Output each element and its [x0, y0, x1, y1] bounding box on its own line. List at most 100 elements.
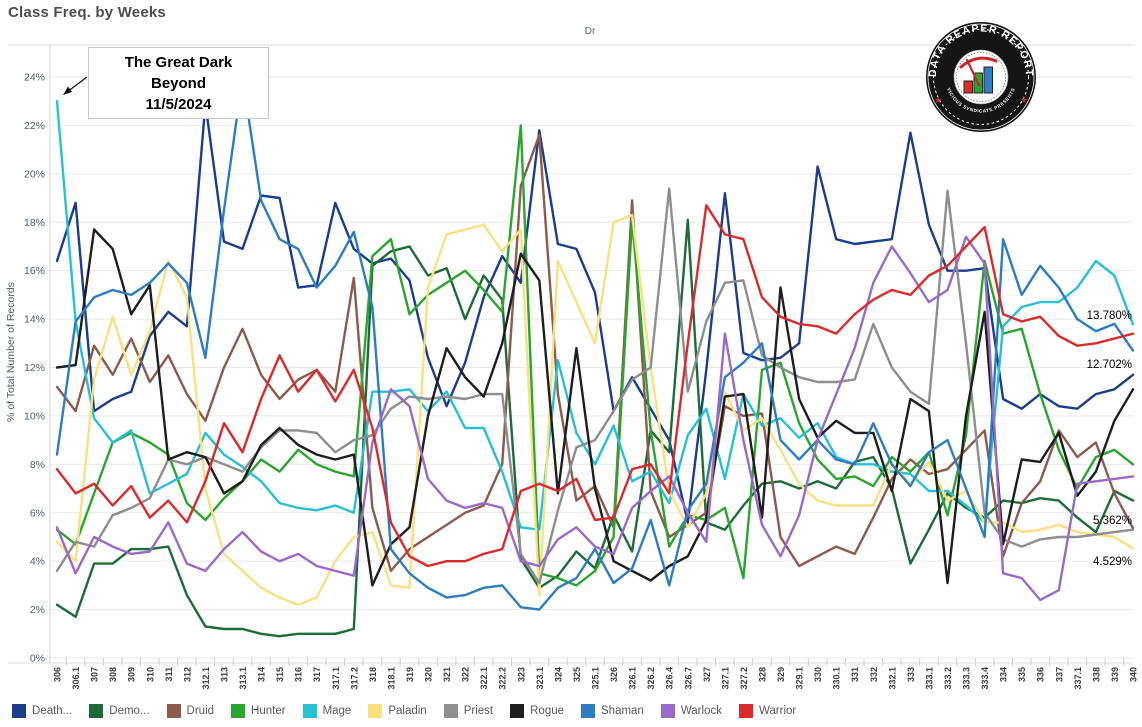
legend-item-death-knight[interactable]: Death...: [12, 704, 72, 718]
end-value-label: 13.780%: [1087, 310, 1132, 322]
series-line-demon-hunter: [55, 218, 1135, 638]
legend-item-hunter[interactable]: Hunter: [231, 704, 286, 718]
x-tick-label: 335: [1017, 667, 1027, 682]
x-tick-label: 325: [572, 667, 582, 682]
series-line-mage: [55, 99, 1135, 531]
annotation-line-3: 11/5/2024: [145, 95, 212, 113]
x-tick-label: 332: [869, 667, 879, 682]
series-line-shaman: [55, 75, 1135, 611]
y-tick-label: 22%: [24, 120, 45, 132]
legend-swatch-icon: [89, 704, 104, 718]
x-tick-label: 313.1: [238, 667, 248, 690]
y-tick-label: 4%: [30, 556, 45, 568]
legend-item-rogue[interactable]: Rogue: [510, 704, 564, 718]
x-tick-label: 320: [424, 667, 434, 682]
x-tick-label: 332.1: [887, 667, 897, 690]
x-tick-label: 325.1: [591, 667, 601, 690]
x-tick-label: 337.1: [1073, 667, 1083, 690]
x-tick-label: 322.2: [498, 667, 508, 690]
x-tick-label: 326.2: [646, 667, 656, 690]
line-chart[interactable]: 0% 2% 4% 6% 8% 10% 12% 14% 16% 18% 20% 22% 24% % of T…: [0, 0, 1142, 700]
x-tick-label: 317: [312, 667, 322, 682]
scythe-icon: [959, 56, 998, 69]
series-line-paladin: [55, 213, 1135, 606]
y-tick-label: 0%: [30, 653, 45, 665]
legend-label: Hunter: [251, 705, 286, 717]
y-tick-label: 12%: [24, 362, 45, 374]
x-tick-label: 327.1: [720, 667, 730, 690]
x-tick-label: 333.2: [943, 667, 953, 690]
x-tick-label: 318: [368, 667, 378, 682]
legend-item-shaman[interactable]: Shaman: [581, 704, 644, 718]
legend-item-warrior[interactable]: Warrior: [738, 704, 797, 718]
y-tick-label: 24%: [24, 72, 45, 84]
series-line-warrior: [55, 204, 1135, 568]
x-tick-label: 339: [1110, 667, 1120, 682]
x-tick-label: 326.7: [683, 667, 693, 690]
legend-swatch-icon: [510, 704, 525, 718]
x-tick-label: 307: [90, 667, 100, 682]
x-tick-label: 308: [108, 667, 118, 682]
y-tick-label: 18%: [24, 217, 45, 229]
x-tick-label: 337: [1054, 667, 1064, 682]
x-tick-label: 324: [553, 667, 563, 682]
x-tick-label: 333.4: [980, 667, 990, 690]
legend-swatch-icon: [302, 704, 317, 718]
legend-item-priest[interactable]: Priest: [443, 704, 494, 718]
series-line-warlock: [55, 235, 1135, 602]
x-tick-label: 317.1: [331, 667, 341, 690]
legend-item-druid[interactable]: Druid: [166, 704, 214, 718]
column-header: Dr: [584, 26, 596, 37]
x-tick-label: 313: [219, 667, 229, 682]
annotation-line-1: The Great Dark: [124, 53, 233, 71]
x-tick-label: 331: [850, 667, 860, 682]
end-value-label: 4.529%: [1093, 556, 1132, 568]
y-tick-label: 8%: [30, 459, 45, 471]
annotation-arrow: [68, 76, 88, 92]
x-tick-label: 323.1: [535, 667, 545, 690]
x-tick-label: 334: [999, 667, 1009, 682]
x-tick-label: 336: [1036, 667, 1046, 682]
legend-swatch-icon: [581, 704, 596, 718]
legend-item-paladin[interactable]: Paladin: [368, 704, 427, 718]
y-tick-label: 20%: [24, 168, 45, 180]
legend-item-mage[interactable]: Mage: [302, 704, 351, 718]
legend-item-warlock[interactable]: Warlock: [660, 704, 722, 718]
x-tick-label: 316: [294, 667, 304, 682]
x-tick-label: 326: [609, 667, 619, 682]
legend-swatch-icon: [738, 704, 753, 718]
annotation-arrowhead: [63, 86, 72, 95]
x-tick-label: 322.1: [479, 667, 489, 690]
x-tick-label: 318.1: [386, 667, 396, 690]
x-tick-label: 306: [53, 667, 63, 682]
x-tick-label: 328: [757, 667, 767, 682]
legend-label: Warlock: [680, 705, 722, 717]
x-tick-label: 310: [145, 667, 155, 682]
logo-bar-icon: [983, 66, 993, 94]
x-tick-label: 315: [275, 667, 285, 682]
x-tick-label: 326.1: [628, 667, 638, 690]
x-tick-label: 333.3: [962, 667, 972, 690]
end-value-label: 5.362%: [1093, 515, 1132, 527]
series-line-death-knight: [55, 102, 1135, 524]
x-tick-label: 312.1: [201, 667, 211, 690]
series-line-rogue: [55, 228, 1135, 587]
legend-label: Death...: [32, 705, 73, 717]
legend-label: Priest: [463, 705, 494, 717]
x-tick-label: 317.2: [349, 667, 359, 690]
x-tick-label: 327.2: [739, 667, 749, 690]
legend-label: Warrior: [758, 705, 797, 717]
legend-label: Rogue: [530, 705, 565, 717]
x-tick-label: 323: [516, 667, 526, 682]
legend-item-demon-hunter[interactable]: Demo...: [89, 704, 150, 718]
x-tick-label: 322: [461, 667, 471, 682]
legend-swatch-icon: [660, 704, 675, 718]
y-tick-label: 6%: [30, 507, 45, 519]
x-tick-label: 309: [127, 667, 137, 682]
logo-bar-icon: [963, 80, 973, 94]
annotation-line-2: Beyond: [150, 74, 206, 92]
x-tick-label: 321: [442, 667, 452, 682]
end-value-label: 12.702%: [1087, 359, 1132, 371]
star-icon: ★: [1020, 95, 1028, 105]
